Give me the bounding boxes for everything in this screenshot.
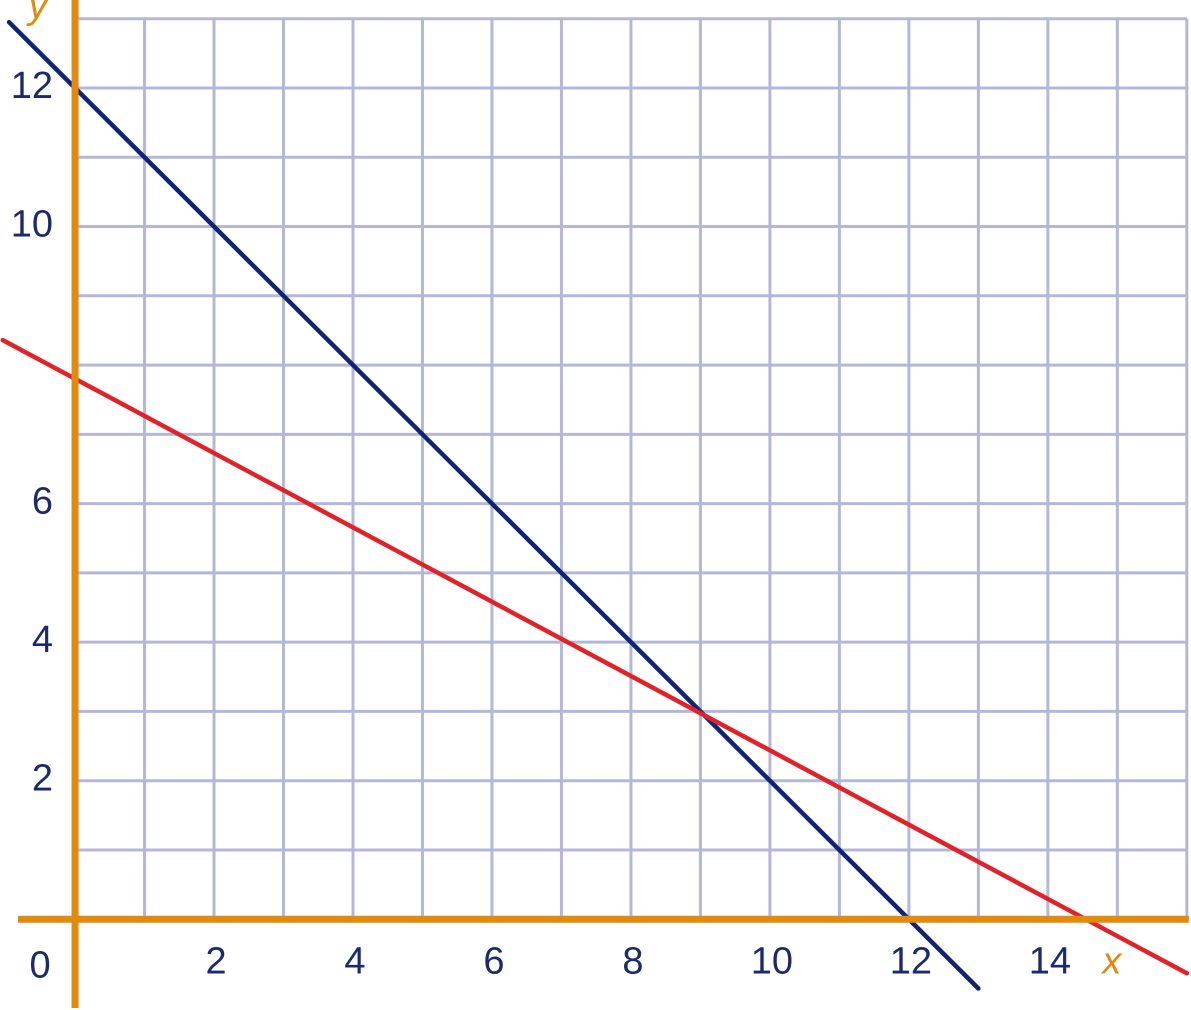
x-tick-label: 8 <box>622 940 643 982</box>
x-tick-label: 10 <box>751 940 793 982</box>
line-series <box>6 19 981 991</box>
series-group <box>0 19 1190 991</box>
y-tick-label: 12 <box>11 65 53 107</box>
x-tick-label: 14 <box>1029 940 1071 982</box>
y-tick-label: 10 <box>11 204 53 246</box>
labels: 2 4 6 8 10 12 14 2 4 6 10 12 0 x y <box>11 0 1124 986</box>
origin-label: 0 <box>29 944 50 986</box>
line-series <box>0 337 1190 976</box>
x-tick-label: 12 <box>890 940 932 982</box>
y-tick-label: 2 <box>32 758 53 800</box>
y-tick-label: 6 <box>32 481 53 523</box>
y-axis-label: y <box>26 0 50 27</box>
x-tick-label: 6 <box>483 940 504 982</box>
x-tick-label: 2 <box>205 940 226 982</box>
y-tick-label: 4 <box>32 619 53 661</box>
x-axis-label: x <box>1100 940 1123 982</box>
axes <box>18 0 1189 1008</box>
x-tick-label: 4 <box>344 940 365 982</box>
